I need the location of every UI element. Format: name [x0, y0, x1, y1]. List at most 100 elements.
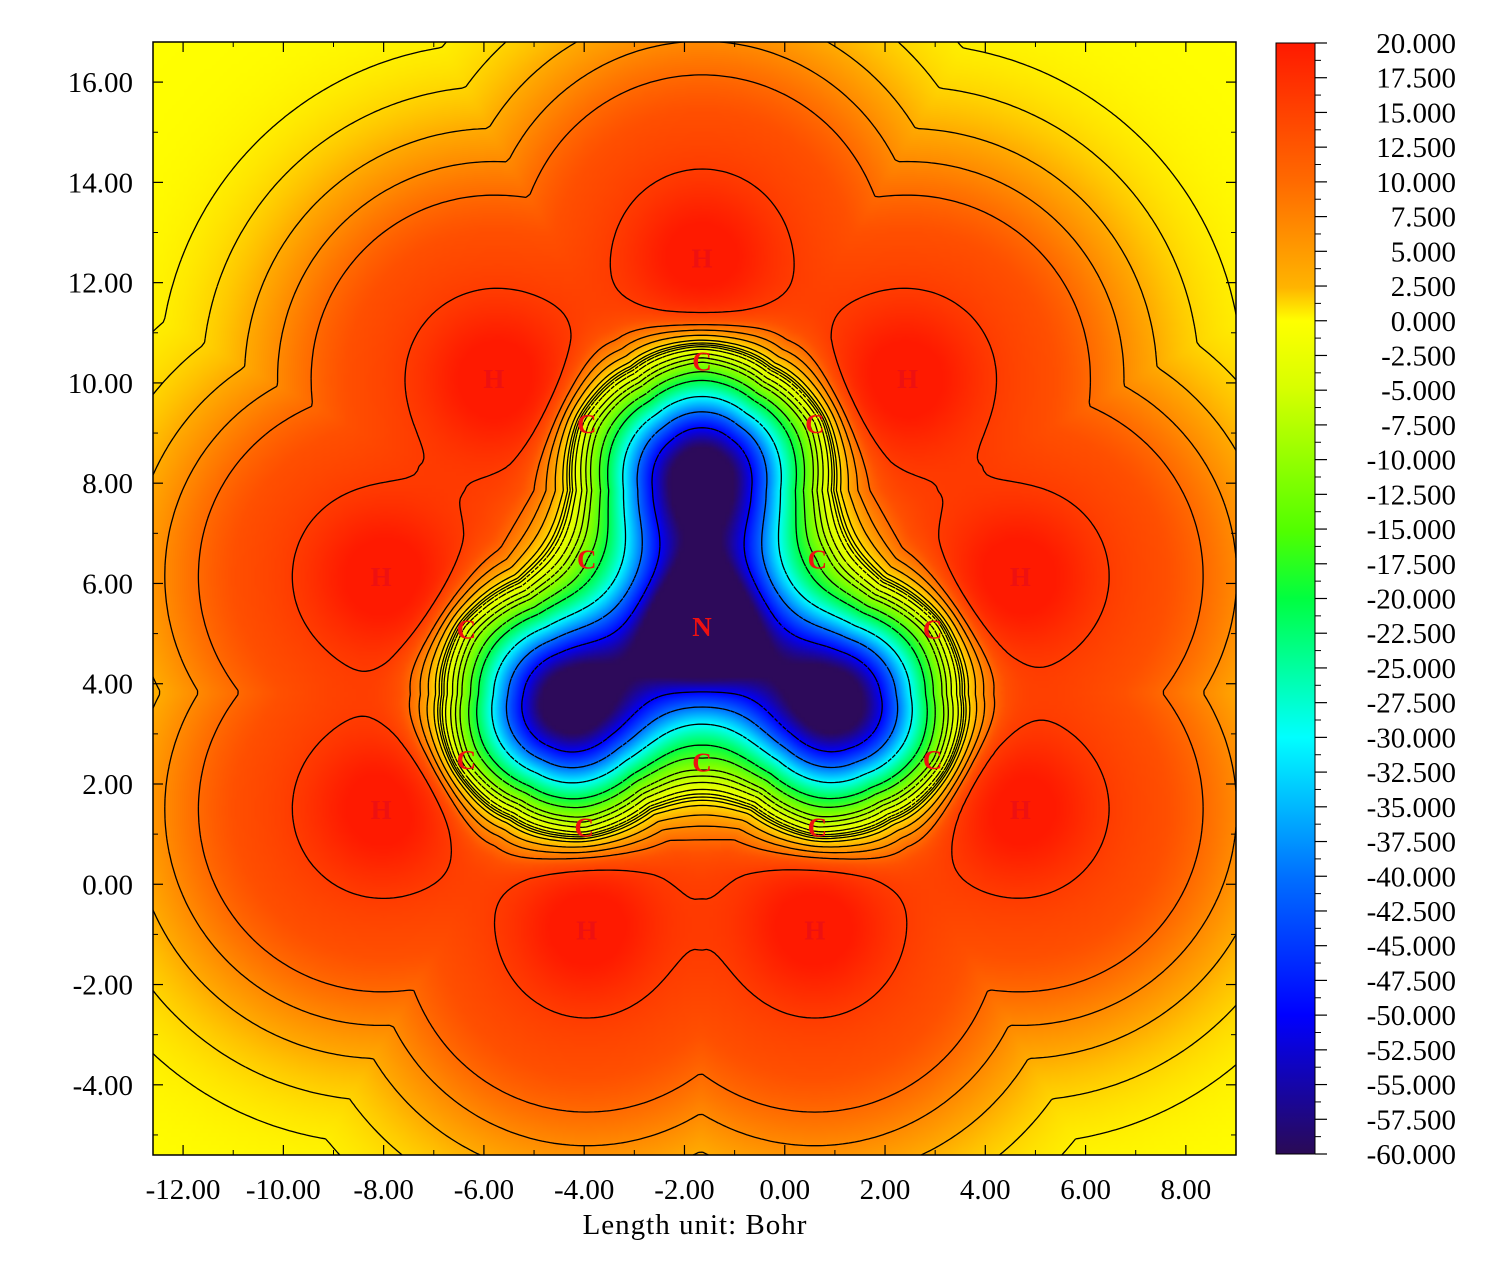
atom-label-h: H — [692, 244, 713, 274]
colorbar-label: -40.000 — [1367, 861, 1456, 893]
y-tick-label: 6.00 — [82, 568, 133, 600]
x-tick-label: 8.00 — [1160, 1174, 1211, 1206]
atom-label-h: H — [1010, 795, 1031, 825]
colorbar-label: -25.000 — [1367, 653, 1456, 685]
atom-label-h: H — [897, 364, 918, 394]
contour-line — [197, 74, 1204, 1113]
colorbar-label: -15.000 — [1367, 514, 1456, 546]
colorbar: 20.00017.50015.00012.50010.0007.5005.000… — [1275, 28, 1456, 1171]
x-tick-label: 2.00 — [860, 1174, 911, 1206]
colorbar-label: 0.000 — [1391, 306, 1456, 338]
x-tick-label: 0.00 — [759, 1174, 810, 1206]
atom-label-n: N — [692, 612, 712, 642]
colorbar-label: -5.000 — [1381, 375, 1456, 407]
x-tick-label: -6.00 — [454, 1174, 514, 1206]
x-tick-label: -2.00 — [654, 1174, 714, 1206]
x-tick-label: -8.00 — [353, 1174, 413, 1206]
colorbar-label: -32.500 — [1367, 757, 1456, 789]
x-tick-label: 6.00 — [1060, 1174, 1111, 1206]
atom-label-c: C — [808, 813, 828, 843]
x-tick-label: 4.00 — [960, 1174, 1011, 1206]
contour-line — [164, 42, 1236, 1147]
atom-label-c: C — [923, 615, 943, 645]
y-tick-label: 8.00 — [82, 468, 133, 500]
colorbar-label: -47.500 — [1367, 965, 1456, 997]
colorbar-label: -20.000 — [1367, 584, 1456, 616]
contour-line — [291, 168, 1110, 1019]
contour-line — [476, 379, 928, 800]
contour-line — [505, 411, 899, 769]
colorbar-label: -27.500 — [1367, 688, 1456, 720]
colorbar-label: 10.000 — [1376, 167, 1456, 199]
colorbar-label: -12.500 — [1367, 479, 1456, 511]
colorbar-label: -17.500 — [1367, 549, 1456, 581]
colorbar-label: 7.500 — [1391, 202, 1456, 234]
y-tick-label: -4.00 — [73, 1070, 133, 1102]
colorbar-label: -10.000 — [1367, 445, 1456, 477]
colorbar-label: -60.000 — [1367, 1139, 1456, 1171]
x-tick-label: -10.00 — [246, 1174, 321, 1206]
colorbar-label: -45.000 — [1367, 931, 1456, 963]
colorbar-label: -52.500 — [1367, 1035, 1456, 1067]
y-axis: 16.00 14.00 12.00 10.00 8.00 6.00 4.00 2.00 0.00… — [68, 67, 1236, 1136]
atom-label-c: C — [805, 409, 825, 439]
contour-line — [491, 395, 913, 784]
contour-line — [439, 344, 965, 838]
colorbar-label: -42.500 — [1367, 896, 1456, 928]
colorbar-label: -37.500 — [1367, 827, 1456, 859]
atom-label-c: C — [577, 544, 597, 574]
colorbar-label: 12.500 — [1376, 132, 1456, 164]
atom-label-h: H — [1010, 562, 1031, 592]
contour-line — [153, 42, 1236, 1155]
y-tick-label: 4.00 — [82, 669, 133, 701]
plot-frame — [152, 41, 1237, 1156]
potential-heatmap — [153, 42, 1236, 1155]
y-tick-label: 12.00 — [68, 268, 133, 300]
colorbar-label: -22.500 — [1367, 618, 1456, 650]
atom-label-h: H — [804, 915, 825, 945]
colorbar-ticks: 20.00017.50015.00012.50010.0007.5005.000… — [1315, 28, 1456, 1171]
y-tick-label: -2.00 — [73, 970, 133, 1002]
contour-lines — [153, 42, 1236, 1155]
atom-label-h: H — [371, 562, 392, 592]
colorbar-label: -55.000 — [1367, 1070, 1456, 1102]
atom-label-c: C — [457, 615, 477, 645]
colorbar-label: -35.000 — [1367, 792, 1456, 824]
atom-label-c: C — [692, 346, 712, 376]
contour-line — [521, 427, 883, 753]
colorbar-label: -7.500 — [1381, 410, 1456, 442]
plot-area: N C C C C C C C C C C C C H H H H H H H H H — [152, 41, 1237, 1156]
x-axis: -12.00 -10.00 -8.00 -6.00 -4.00 -2.00 0.00 2.00… — [146, 42, 1237, 1206]
atom-label-c: C — [923, 745, 943, 775]
atom-label-h: H — [576, 915, 597, 945]
atom-label-c: C — [577, 409, 597, 439]
colorbar-label: -50.000 — [1367, 1000, 1456, 1032]
atom-label-h: H — [483, 364, 504, 394]
y-tick-label: 0.00 — [82, 869, 133, 901]
colorbar-label: 5.000 — [1391, 236, 1456, 268]
colorbar-label: -2.500 — [1381, 340, 1456, 372]
contour-line — [444, 348, 959, 833]
colorbar-gradient — [1275, 42, 1316, 1155]
contour-line — [459, 361, 945, 818]
x-tick-label: -4.00 — [554, 1174, 614, 1206]
atom-label-c: C — [692, 747, 712, 777]
atom-label-c: C — [457, 745, 477, 775]
atom-label-c: C — [574, 813, 594, 843]
colorbar-label: -30.000 — [1367, 722, 1456, 754]
colorbar-label: 20.000 — [1376, 28, 1456, 60]
contour-line — [450, 352, 954, 829]
atom-label-h: H — [371, 795, 392, 825]
x-axis-title: Length unit: Bohr — [583, 1209, 808, 1241]
contour-line — [454, 357, 949, 823]
colorbar-label: 2.500 — [1391, 271, 1456, 303]
colorbar-label: -57.500 — [1367, 1104, 1456, 1136]
y-tick-label: 10.00 — [68, 368, 133, 400]
atom-labels: N C C C C C C C C C C C C H H H H H H H H H — [371, 244, 1031, 946]
contour-line — [441, 346, 963, 836]
contour-line — [153, 42, 1236, 1155]
contour-line — [153, 42, 1236, 1155]
x-tick-label: -12.00 — [146, 1174, 221, 1206]
atom-label-c: C — [808, 544, 828, 574]
